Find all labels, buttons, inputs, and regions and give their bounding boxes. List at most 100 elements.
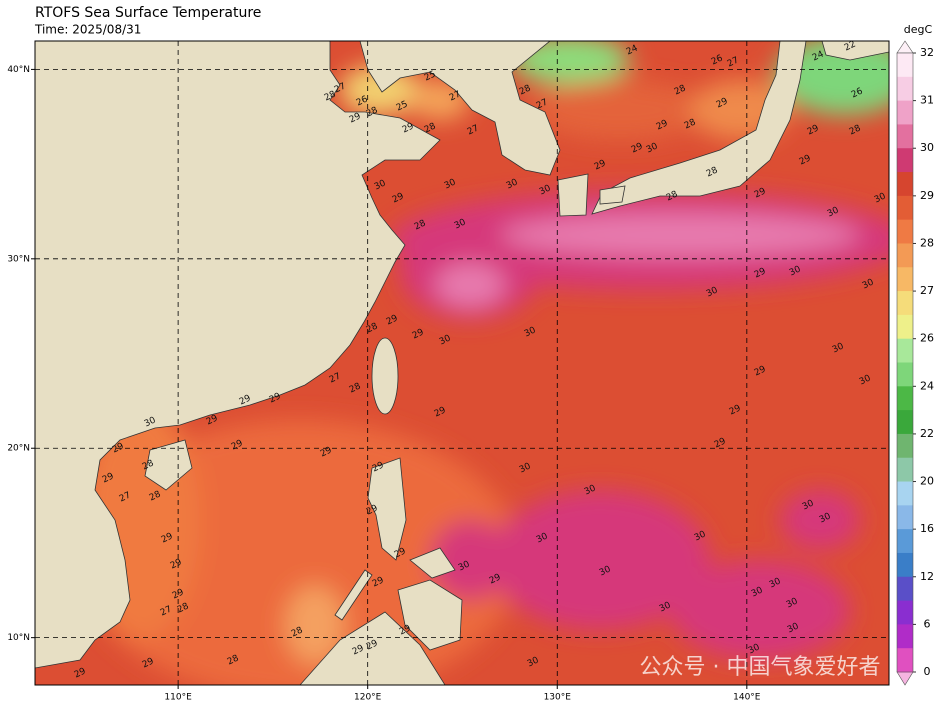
colorbar-label: 0 [924, 665, 931, 678]
contour-label: 30 [831, 341, 846, 355]
contour-label: 30 [143, 415, 158, 429]
contour-label: 27 [535, 98, 550, 112]
colorbar-label: 12 [920, 570, 934, 583]
contour-label: 30 [443, 177, 458, 191]
contour-label: 28 [323, 89, 338, 103]
contour-label: 29 [488, 572, 503, 586]
colorbar-label: 28 [920, 236, 934, 249]
contour-label: 24 [811, 49, 826, 63]
contour-label: 29 [348, 111, 363, 125]
contour-label: 29 [393, 546, 408, 560]
contour-label: 29 [160, 531, 175, 545]
contour-label: 27 [159, 605, 174, 619]
contour-label: 27 [726, 56, 741, 70]
contour-label: 30 [826, 205, 841, 219]
contour-label: 30 [505, 177, 520, 191]
contour-label: 26 [710, 53, 725, 67]
colorbar-band [897, 195, 913, 221]
contour-label: 28 [348, 381, 363, 395]
contour-label: 30 [658, 600, 673, 614]
contour-label: 28 [423, 121, 438, 135]
contour-label: 30 [526, 655, 541, 669]
colorbar-band [897, 505, 913, 530]
contour-label: 29 [385, 313, 400, 327]
lon-tick-label: 140°E [733, 693, 761, 703]
colorbar-band [897, 291, 913, 316]
contour-label: 28 [365, 105, 380, 119]
colorbar-band [897, 529, 913, 554]
contour-label: 29 [365, 638, 380, 652]
title: RTOFS Sea Surface Temperature [35, 5, 261, 21]
lat-tick-label: 20°N [7, 444, 30, 454]
contour-label: 30 [453, 217, 468, 231]
map-frame [34, 40, 890, 686]
colorbar-band [897, 148, 913, 173]
contour-label: 29 [398, 623, 413, 637]
contour-label: 29 [141, 656, 156, 670]
colorbar-band [897, 53, 913, 78]
contour-label: 28 [413, 218, 428, 232]
colorbar-frame [896, 52, 914, 673]
lat-tick-label: 30°N [7, 254, 30, 264]
contour-label: 29 [205, 413, 220, 427]
contour-label: 24 [625, 43, 640, 57]
contour-label: 30 [535, 531, 550, 545]
contour-label: 29 [401, 121, 416, 135]
contour-label: 29 [365, 503, 380, 517]
contour-label: 29 [433, 405, 448, 419]
colorbar-band [897, 362, 913, 387]
colorbar-band [897, 481, 913, 506]
colorbar-band [897, 76, 913, 102]
contour-label: 30 [788, 264, 803, 278]
contour-label: 30 [861, 277, 876, 291]
colorbar-band [897, 386, 913, 411]
contour-label: 28 [141, 458, 156, 472]
colorbar-band [897, 100, 913, 125]
contour-label: 29 [753, 266, 768, 280]
contour-label: 28 [683, 117, 698, 131]
contour-label: 29 [319, 445, 334, 459]
contour-label: 30 [693, 529, 708, 543]
colorbar-band [897, 172, 913, 197]
contour-label: 30 [598, 564, 613, 578]
colorbar-band [897, 433, 913, 459]
contour-label: 27 [466, 124, 481, 138]
colorbar-label: 16 [920, 522, 934, 535]
contour-label: 29 [655, 118, 670, 132]
contour-label: 28 [226, 653, 241, 667]
contour-label: 28 [290, 625, 305, 639]
contour-label: 29 [171, 587, 186, 601]
contour-label: 29 [411, 327, 426, 341]
contour-label: 29 [391, 191, 406, 205]
colorbar-label: 27 [920, 284, 934, 297]
contour-label: 30 [373, 178, 388, 192]
contour-label: 28 [665, 189, 680, 203]
contour-label: 29 [230, 438, 245, 452]
colorbar-label: 30 [920, 141, 934, 154]
contour-label: 29 [351, 643, 366, 657]
contour-label: 27 [448, 90, 463, 104]
contour-label: 30 [583, 483, 598, 497]
contour-label: 28 [848, 123, 863, 137]
colorbar-label: 22 [920, 427, 934, 440]
colorbar-band [897, 243, 913, 268]
contour-label: 29 [268, 391, 283, 405]
contour-label: 28 [176, 601, 191, 615]
contour-label: 29 [715, 96, 730, 110]
contour-label: 27 [333, 82, 348, 96]
contour-label: 25 [395, 100, 410, 114]
contour-label: 30 [750, 585, 765, 599]
contour-label: 29 [753, 364, 768, 378]
contour-label: 29 [238, 393, 253, 407]
contour-label: 30 [858, 373, 873, 387]
colorbar-label: 31 [920, 94, 934, 107]
colorbar-label: 29 [920, 189, 934, 202]
colorbar-band [897, 124, 913, 149]
contour-label: 26 [355, 94, 370, 108]
colorbar-label: 6 [924, 617, 931, 630]
contour-label: 30 [768, 576, 783, 590]
colorbar-band [897, 338, 913, 363]
